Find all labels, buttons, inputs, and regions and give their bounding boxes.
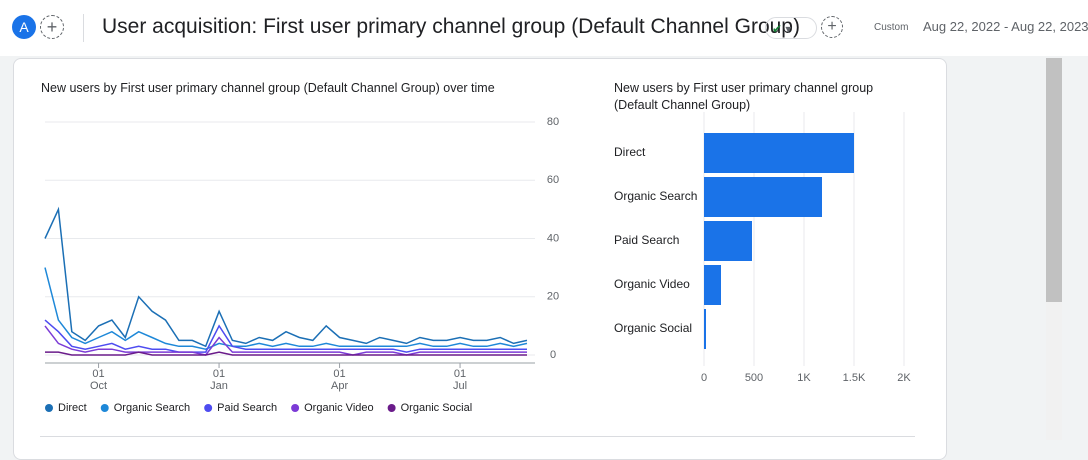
series-line xyxy=(44,325,527,356)
card-divider xyxy=(40,436,915,437)
y-tick-label: 60 xyxy=(547,174,559,186)
legend-label: Paid Search xyxy=(217,402,277,414)
page-title: User acquisition: First user primary cha… xyxy=(102,15,800,38)
category-label: Organic Search xyxy=(614,189,697,203)
y-tick-label: 40 xyxy=(547,232,559,244)
legend-marker xyxy=(387,404,396,412)
category-label: Direct xyxy=(614,145,646,159)
series-line xyxy=(45,351,527,356)
bar xyxy=(704,133,854,173)
x-tick-label: 2K xyxy=(897,372,911,384)
scroll-thumb[interactable] xyxy=(1046,58,1062,302)
report-card xyxy=(13,58,947,460)
legend-marker xyxy=(100,404,109,412)
x-tick-label: 01 Apr xyxy=(330,368,349,392)
legend-marker xyxy=(45,404,53,412)
x-tick-label: 1K xyxy=(797,372,811,384)
date-mode: Custom xyxy=(874,22,909,33)
bar xyxy=(704,177,822,217)
bar xyxy=(704,221,752,261)
add-comparison[interactable]: + xyxy=(40,15,64,39)
y-tick-label: 80 xyxy=(547,116,559,128)
chart-title: New users by First user primary channel … xyxy=(614,81,874,112)
category-label: Organic Video xyxy=(614,277,690,291)
charts: 0 20 40 60 80 Direct Organic Search Paid Search… xyxy=(44,112,911,414)
series-line xyxy=(44,319,527,353)
x-tick-label: 1.5K xyxy=(843,372,866,384)
series-line xyxy=(44,206,528,348)
status-chip[interactable]: ✔ ▾ xyxy=(765,17,817,39)
x-tick-label: 01 Jul xyxy=(453,368,468,392)
add-button[interactable]: + xyxy=(821,16,843,38)
chart-title: New users by First user primary channel … xyxy=(41,81,495,95)
bar xyxy=(704,265,721,305)
header-bar xyxy=(0,0,1088,56)
legend-label: Direct xyxy=(58,402,87,414)
x-tick-label: 01 Jan xyxy=(210,368,228,392)
date-range[interactable]: Aug 22, 2022 - Aug 22, 2023 xyxy=(923,19,1088,34)
y-tick-label: 0 xyxy=(550,349,556,361)
y-tick-label: 20 xyxy=(547,291,559,303)
category-label: Organic Social xyxy=(614,321,692,335)
category-label: Paid Search xyxy=(614,233,679,247)
bar xyxy=(704,309,706,349)
legend-marker xyxy=(204,404,213,412)
divider xyxy=(83,14,84,42)
series-line xyxy=(44,267,528,350)
legend-label: Organic Video xyxy=(304,402,374,414)
x-tick-label: 0 xyxy=(701,372,707,384)
x-tick-label: 01 Oct xyxy=(89,368,108,392)
avatar[interactable]: A xyxy=(12,15,36,39)
x-tick-label: 500 xyxy=(745,372,763,384)
legend-label: Organic Search xyxy=(114,402,190,414)
legend-marker xyxy=(291,404,300,412)
scrollbar xyxy=(1046,58,1062,440)
legend-label: Organic Social xyxy=(401,402,473,414)
